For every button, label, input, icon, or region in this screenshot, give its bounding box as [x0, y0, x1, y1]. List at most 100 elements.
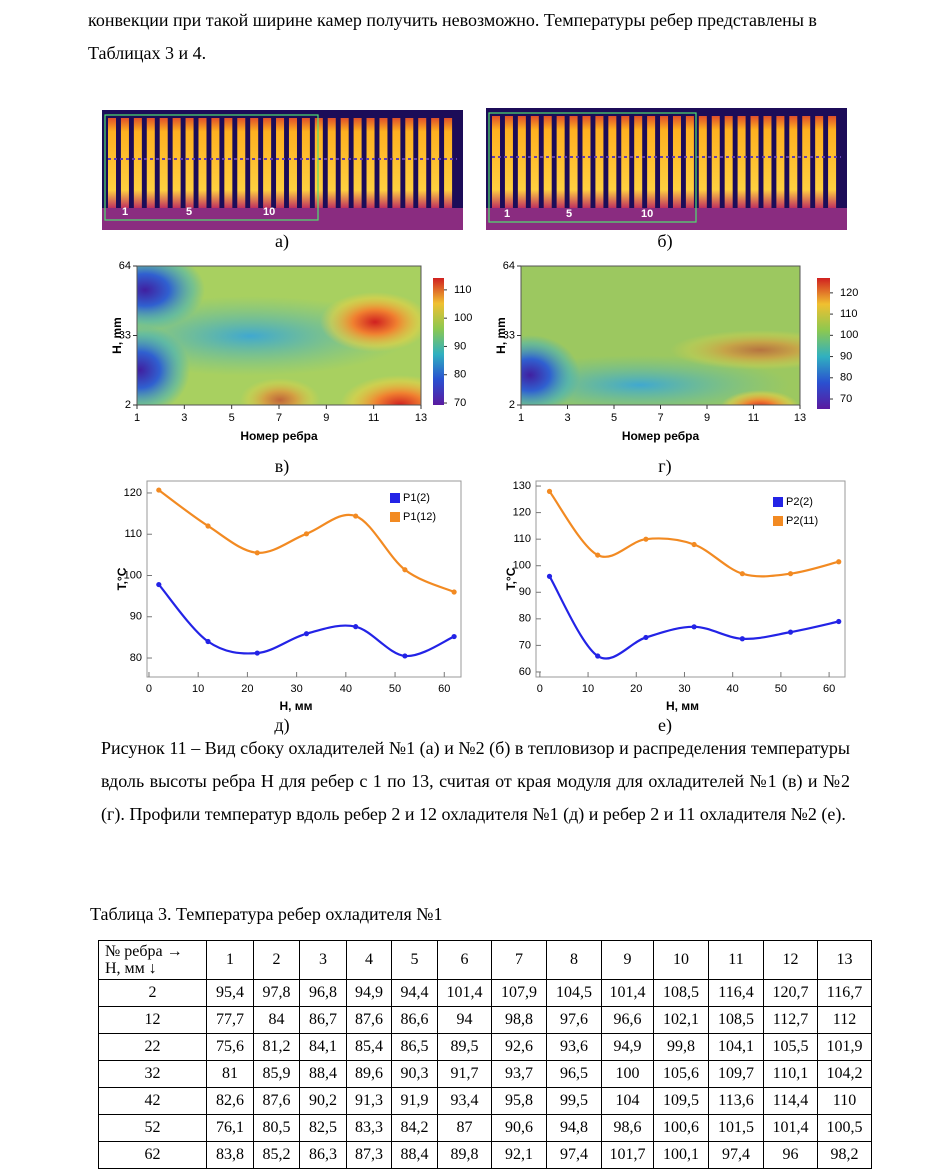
- x-tick-label: 11: [748, 412, 759, 424]
- fin-label: 1: [122, 206, 128, 218]
- x-axis-label: Номер ребра: [622, 429, 700, 443]
- table-cell: 87,6: [346, 1006, 392, 1034]
- x-tick-label: 13: [794, 412, 806, 424]
- table-row: 2 95,4 97,8 96,8 94,9 94,4 101,4 107,9 104,5 101,…: [98, 979, 872, 1007]
- legend-swatch: [390, 512, 400, 522]
- table-title: Таблица 3. Температура ребер охладителя …: [90, 904, 443, 924]
- fin: [776, 116, 785, 208]
- y-axis-label: T,°C: [504, 567, 518, 590]
- y-tick-label: 70: [519, 639, 531, 651]
- fin: [211, 118, 220, 208]
- x-tick-label: 0: [146, 683, 152, 695]
- table-cell: 109,7: [708, 1060, 764, 1088]
- table-cell: 2: [98, 979, 207, 1007]
- fin: [301, 118, 310, 208]
- x-tick-label: 40: [340, 683, 352, 695]
- fin: [621, 116, 630, 208]
- table-cell: 97,4: [708, 1141, 764, 1169]
- table-cell: 100: [601, 1060, 654, 1088]
- table-cell: 62: [98, 1141, 207, 1169]
- y-tick-label: 80: [519, 613, 531, 625]
- table-cell: 82,6: [206, 1087, 254, 1115]
- data-point: [205, 523, 211, 529]
- fin: [815, 116, 824, 208]
- table-cell: 96,8: [299, 979, 347, 1007]
- contour-field: [137, 266, 421, 405]
- colorbar-tick-label: 70: [454, 397, 466, 409]
- fin: [504, 116, 513, 208]
- y-tick-label: 100: [513, 560, 531, 572]
- table-cell: 86,5: [391, 1033, 438, 1061]
- colorbar-tick-label: 80: [840, 372, 852, 384]
- data-point: [303, 631, 310, 637]
- table-cell: 116,4: [708, 979, 764, 1007]
- table-cell: 99,8: [653, 1033, 709, 1061]
- fin: [185, 118, 194, 208]
- table-cell: 105,5: [763, 1033, 818, 1061]
- fin: [108, 118, 117, 208]
- plot-frame: [535, 480, 846, 678]
- table-cell: 1: [206, 940, 254, 980]
- table-cell: 98,6: [601, 1114, 654, 1142]
- fin: [431, 118, 440, 208]
- x-tick-label: 60: [823, 683, 835, 695]
- table-cell: 97,8: [253, 979, 300, 1007]
- colorbar-tick-label: 100: [454, 312, 472, 324]
- fin: [492, 116, 501, 208]
- table-cell: 108,5: [653, 979, 709, 1007]
- table-cell: 92,1: [491, 1141, 547, 1169]
- table-cell: 101,9: [817, 1033, 872, 1061]
- table-cell: 97,4: [546, 1141, 602, 1169]
- y-tick-label: 130: [513, 480, 531, 492]
- y-tick-label: 33: [119, 329, 131, 341]
- fin: [263, 118, 272, 208]
- fin: [530, 116, 539, 208]
- fin-label: 10: [263, 206, 275, 218]
- data-point: [643, 536, 649, 542]
- fin: [802, 116, 811, 208]
- table-cell: 112: [817, 1006, 872, 1034]
- data-point: [451, 589, 457, 595]
- table-cell: 98,2: [817, 1141, 872, 1169]
- table-cell: 13: [817, 940, 872, 980]
- x-tick-label: 7: [657, 412, 663, 424]
- table-cell: 86,3: [299, 1141, 347, 1169]
- series-line: [158, 489, 455, 594]
- legend-label: P1(12): [403, 511, 436, 523]
- table-cell: 88,4: [299, 1060, 347, 1088]
- fin: [444, 118, 453, 208]
- x-tick-label: 3: [564, 412, 570, 424]
- data-point: [739, 636, 745, 642]
- colorbar-tick-label: 70: [840, 393, 852, 405]
- table-cell: 92,6: [491, 1033, 547, 1061]
- table-cell: 101,4: [763, 1114, 818, 1142]
- fin-label: 5: [566, 208, 572, 220]
- caption: г): [658, 456, 671, 477]
- fin: [120, 118, 129, 208]
- y-axis-label: H, mm: [494, 317, 508, 354]
- table-cell: 116,7: [817, 979, 872, 1007]
- colorbar: [817, 278, 830, 409]
- x-tick-label: 50: [775, 683, 787, 695]
- table-cell: 108,5: [708, 1006, 764, 1034]
- table-cell: 98,8: [491, 1006, 547, 1034]
- table-cell: 105,6: [653, 1060, 709, 1088]
- table-cell: 91,9: [391, 1087, 438, 1115]
- table-cell: 11: [708, 940, 764, 980]
- table-cell: 77,7: [206, 1006, 254, 1034]
- table-cell: 85,4: [346, 1033, 392, 1061]
- data-point: [402, 567, 408, 573]
- table-cell: 93,6: [546, 1033, 602, 1061]
- fin: [737, 116, 746, 208]
- x-tick-label: 9: [704, 412, 710, 424]
- table-cell: 120,7: [763, 979, 818, 1007]
- data-point: [739, 571, 745, 577]
- data-point: [303, 531, 310, 537]
- fin-label: 1: [504, 208, 510, 220]
- table-cell: 12: [763, 940, 818, 980]
- data-point: [451, 633, 457, 640]
- y-tick-label: 110: [124, 528, 142, 540]
- table-cell: 97,6: [546, 1006, 602, 1034]
- y-tick-label: 64: [119, 260, 131, 272]
- x-axis-label: H, мм: [279, 699, 312, 713]
